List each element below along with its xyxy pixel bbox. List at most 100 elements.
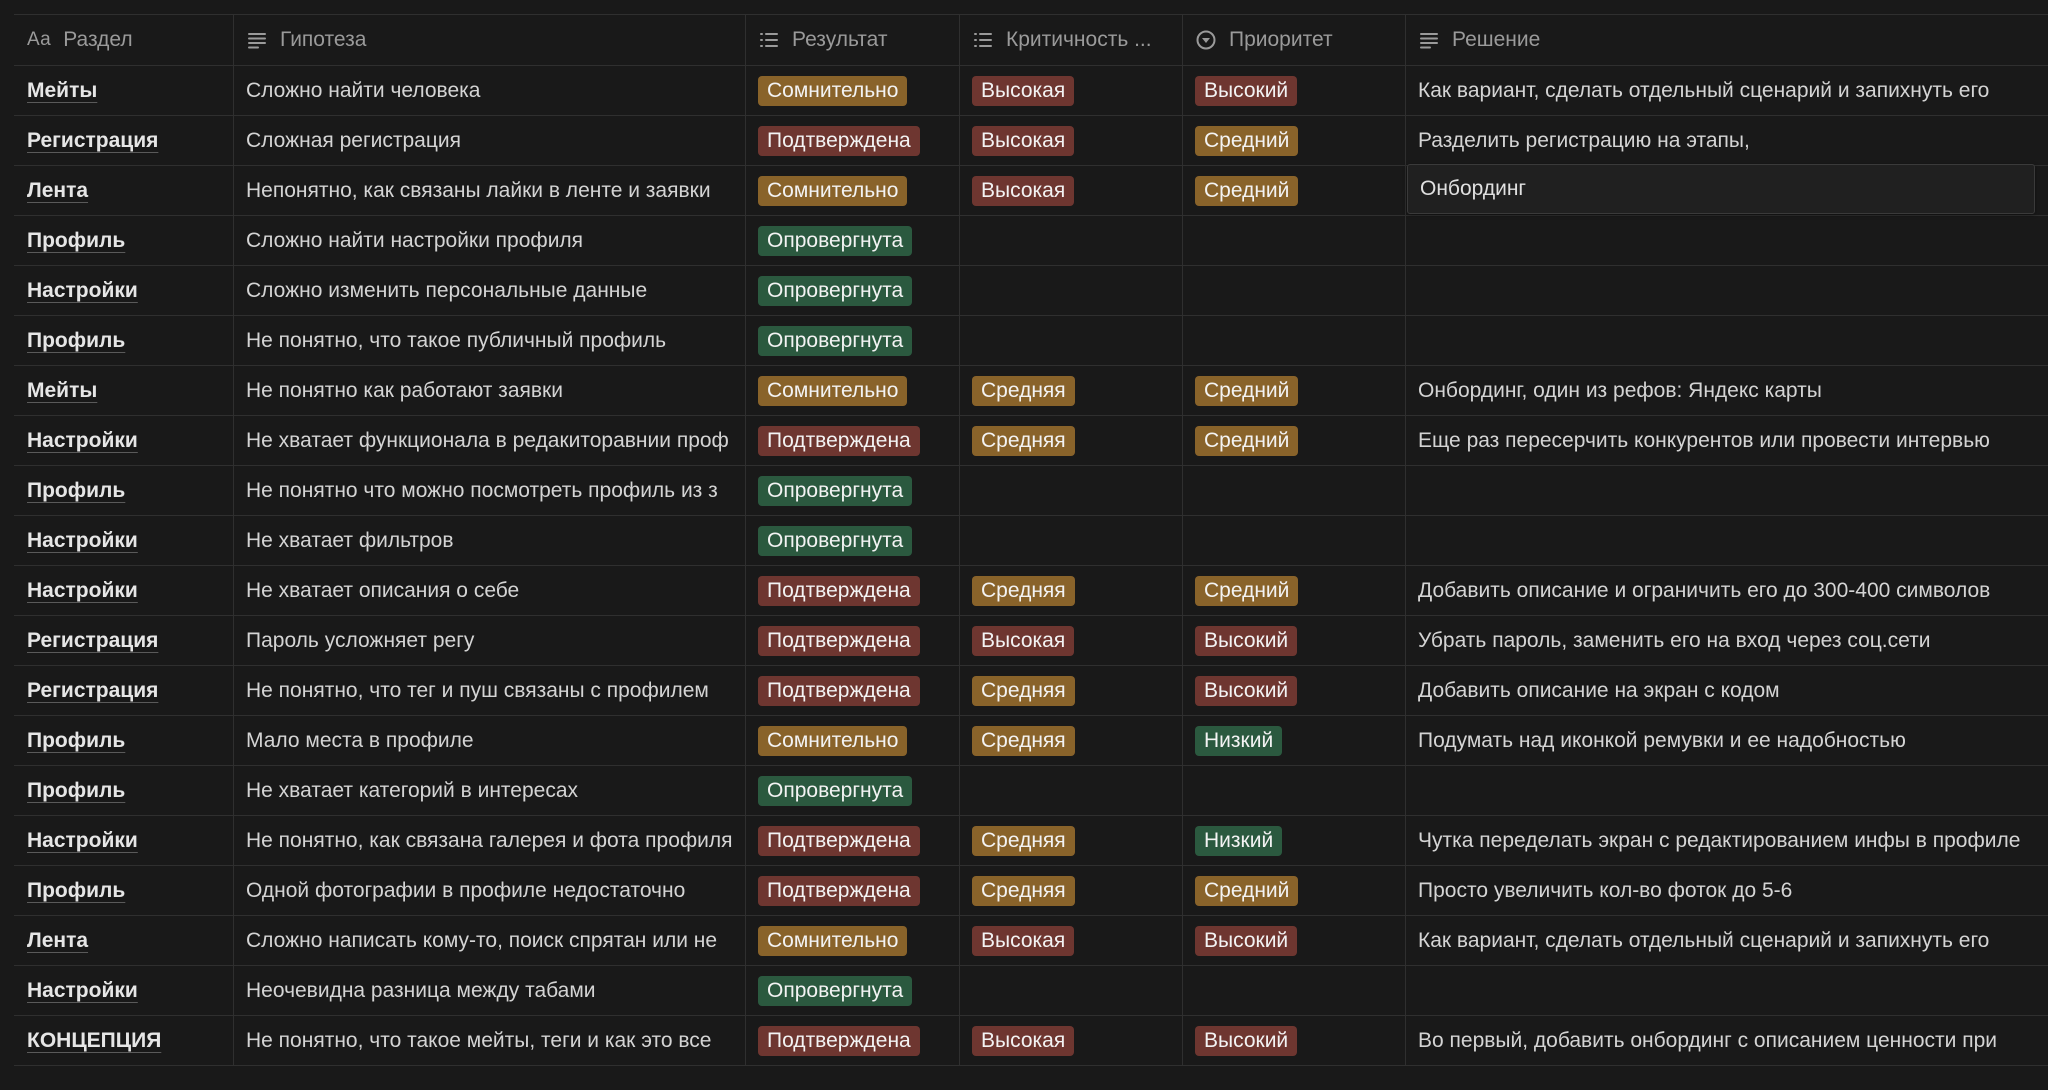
priority-tag[interactable]: Средний	[1195, 125, 1299, 156]
result-cell[interactable]: Подтверждена	[746, 1016, 960, 1065]
hypothesis-cell[interactable]: Не хватает описания о себе	[234, 566, 746, 615]
result-cell[interactable]: Опровергнута	[746, 966, 960, 1015]
result-tag[interactable]: Опровергнута	[758, 475, 913, 506]
table-row[interactable]: Лента Сложно написать кому-то, поиск спря…	[14, 916, 2048, 966]
section-cell[interactable]: Лента	[14, 916, 234, 965]
solution-cell[interactable]: Онбординг, один из рефов: Яндекс карты	[1406, 366, 2048, 415]
table-row[interactable]: Профиль Одной фотографии в профиле недост…	[14, 866, 2048, 916]
result-tag[interactable]: Опровергнута	[758, 225, 913, 256]
priority-cell[interactable]	[1183, 966, 1406, 1015]
result-tag[interactable]: Опровергнута	[758, 325, 913, 356]
priority-cell[interactable]: Средний	[1183, 416, 1406, 465]
criticality-cell[interactable]: Средняя	[960, 716, 1183, 765]
criticality-tag[interactable]: Высокая	[972, 175, 1075, 206]
criticality-tag[interactable]: Высокая	[972, 925, 1075, 956]
hypothesis-cell[interactable]: Одной фотографии в профиле недостаточно	[234, 866, 746, 915]
priority-cell[interactable]: Средний	[1183, 366, 1406, 415]
table-row[interactable]: Настройки Не хватает фильтров Опровергнута	[14, 516, 2048, 566]
result-cell[interactable]: Подтверждена	[746, 566, 960, 615]
section-cell[interactable]: Лента	[14, 166, 234, 215]
criticality-cell[interactable]: Средняя	[960, 366, 1183, 415]
section-cell[interactable]: Профиль	[14, 766, 234, 815]
result-tag[interactable]: Опровергнута	[758, 275, 913, 306]
section-cell[interactable]: Профиль	[14, 216, 234, 265]
solution-cell[interactable]: Добавить описание на экран с кодом	[1406, 666, 2048, 715]
criticality-tag[interactable]: Средняя	[972, 725, 1075, 756]
result-cell[interactable]: Сомнительно	[746, 366, 960, 415]
priority-tag[interactable]: Низкий	[1195, 725, 1283, 756]
column-header-solution[interactable]: Решение	[1406, 15, 2048, 65]
solution-cell[interactable]	[1406, 766, 2048, 815]
hypothesis-cell[interactable]: Не хватает категорий в интересах	[234, 766, 746, 815]
result-tag[interactable]: Подтверждена	[758, 875, 920, 906]
priority-cell[interactable]	[1183, 266, 1406, 315]
section-cell[interactable]: Мейты	[14, 66, 234, 115]
table-row[interactable]: Мейты Сложно найти человека Сомнительно Выс…	[14, 66, 2048, 116]
table-row[interactable]: Профиль Не хватает категорий в интересах О…	[14, 766, 2048, 816]
priority-cell[interactable]	[1183, 466, 1406, 515]
priority-tag[interactable]: Средний	[1195, 175, 1299, 206]
column-header-section[interactable]: Aa Раздел	[14, 15, 234, 65]
section-cell[interactable]: Профиль	[14, 316, 234, 365]
table-row[interactable]: Профиль Не понятно, что такое публичный п…	[14, 316, 2048, 366]
hypothesis-cell[interactable]: Не понятно что можно посмотреть профиль …	[234, 466, 746, 515]
section-cell[interactable]: Настройки	[14, 566, 234, 615]
result-cell[interactable]: Опровергнута	[746, 316, 960, 365]
criticality-tag[interactable]: Средняя	[972, 575, 1075, 606]
table-row[interactable]: Лента Непонятно, как связаны лайки в лент…	[14, 166, 2048, 216]
priority-cell[interactable]: Высокий	[1183, 1016, 1406, 1065]
criticality-cell[interactable]: Средняя	[960, 666, 1183, 715]
column-header-criticality[interactable]: Критичность ...	[960, 15, 1183, 65]
hypothesis-cell[interactable]: Не понятно, что тег и пуш связаны с проф…	[234, 666, 746, 715]
priority-cell[interactable]: Средний	[1183, 116, 1406, 165]
table-row[interactable]: Профиль Не понятно что можно посмотреть п…	[14, 466, 2048, 516]
solution-cell[interactable]: Еще раз пересерчить конкурентов или пров…	[1406, 416, 2048, 465]
result-cell[interactable]: Подтверждена	[746, 866, 960, 915]
priority-cell[interactable]: Высокий	[1183, 616, 1406, 665]
result-cell[interactable]: Сомнительно	[746, 166, 960, 215]
priority-cell[interactable]: Низкий	[1183, 816, 1406, 865]
criticality-cell[interactable]: Средняя	[960, 566, 1183, 615]
criticality-cell[interactable]: Высокая	[960, 166, 1183, 215]
table-row[interactable]: Настройки Не понятно, как связана галерея…	[14, 816, 2048, 866]
hypothesis-cell[interactable]: Не понятно как работают заявки	[234, 366, 746, 415]
hypothesis-cell[interactable]: Пароль усложняет регу	[234, 616, 746, 665]
criticality-cell[interactable]: Средняя	[960, 866, 1183, 915]
column-header-priority[interactable]: Приоритет	[1183, 15, 1406, 65]
priority-cell[interactable]: Средний	[1183, 866, 1406, 915]
priority-tag[interactable]: Высокий	[1195, 1025, 1298, 1056]
priority-cell[interactable]	[1183, 766, 1406, 815]
hypothesis-cell[interactable]: Сложно найти человека	[234, 66, 746, 115]
result-tag[interactable]: Подтверждена	[758, 425, 920, 456]
priority-cell[interactable]: Низкий	[1183, 716, 1406, 765]
priority-cell[interactable]: Высокий	[1183, 666, 1406, 715]
hypothesis-cell[interactable]: Мало места в профиле	[234, 716, 746, 765]
result-tag[interactable]: Подтверждена	[758, 1025, 920, 1056]
hypothesis-cell[interactable]: Сложная регистрация	[234, 116, 746, 165]
table-row[interactable]: Регистрация Сложная регистрация Подтвержде…	[14, 116, 2048, 166]
result-cell[interactable]: Опровергнута	[746, 766, 960, 815]
hypothesis-cell[interactable]: Не понятно, как связана галерея и фота п…	[234, 816, 746, 865]
criticality-cell[interactable]: Высокая	[960, 616, 1183, 665]
section-cell[interactable]: Регистрация	[14, 666, 234, 715]
table-row[interactable]: Регистрация Пароль усложняет регу Подтверж…	[14, 616, 2048, 666]
criticality-cell[interactable]	[960, 516, 1183, 565]
priority-tag[interactable]: Средний	[1195, 425, 1299, 456]
result-tag[interactable]: Сомнительно	[758, 925, 908, 956]
result-cell[interactable]: Сомнительно	[746, 716, 960, 765]
result-cell[interactable]: Подтверждена	[746, 116, 960, 165]
solution-cell[interactable]: Подумать над иконкой ремувки и ее надобн…	[1406, 716, 2048, 765]
section-cell[interactable]: Профиль	[14, 866, 234, 915]
result-tag[interactable]: Сомнительно	[758, 175, 908, 206]
section-cell[interactable]: Настройки	[14, 516, 234, 565]
criticality-tag[interactable]: Высокая	[972, 125, 1075, 156]
solution-cell[interactable]	[1406, 466, 2048, 515]
hypothesis-cell[interactable]: Не хватает функционала в редакиторавнии …	[234, 416, 746, 465]
result-cell[interactable]: Опровергнута	[746, 516, 960, 565]
result-tag[interactable]: Сомнительно	[758, 375, 908, 406]
criticality-cell[interactable]: Средняя	[960, 816, 1183, 865]
column-header-hypothesis[interactable]: Гипотеза	[234, 15, 746, 65]
table-row[interactable]: Настройки Неочевидна разница между табами…	[14, 966, 2048, 1016]
solution-cell[interactable]: Как вариант, сделать отдельный сценарий …	[1406, 916, 2048, 965]
criticality-cell[interactable]: Высокая	[960, 916, 1183, 965]
